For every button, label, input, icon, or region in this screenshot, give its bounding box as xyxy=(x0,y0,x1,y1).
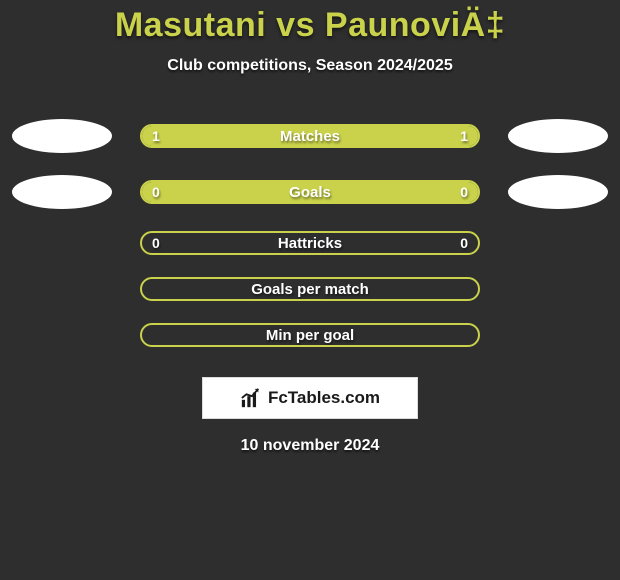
chart-icon xyxy=(240,387,262,409)
stat-row: 1 Matches 1 xyxy=(16,119,604,153)
stat-row: 0 Goals 0 xyxy=(16,175,604,209)
stat-value-left: 1 xyxy=(152,128,160,144)
player-oval-left xyxy=(12,119,112,153)
stat-label: Goals per match xyxy=(251,281,369,298)
stat-value-left: 0 xyxy=(152,235,160,251)
logo-text: FcTables.com xyxy=(268,388,380,408)
subtitle: Club competitions, Season 2024/2025 xyxy=(167,57,452,75)
stat-rows: 1 Matches 1 0 Goals 0 0 Hattricks 0 Goals per mat… xyxy=(16,119,604,369)
stat-value-right: 0 xyxy=(460,184,468,200)
stat-bar: 0 Goals 0 xyxy=(140,180,480,204)
player-oval-left xyxy=(12,175,112,209)
stat-label: Goals xyxy=(289,184,331,201)
stat-bar: Min per goal xyxy=(140,323,480,347)
stat-row: Goals per match xyxy=(16,277,604,301)
page-title: Masutani vs PaunoviÄ‡ xyxy=(115,6,505,45)
stat-label: Matches xyxy=(280,128,340,145)
stat-value-right: 1 xyxy=(460,128,468,144)
player-oval-right xyxy=(508,175,608,209)
player-oval-right xyxy=(508,119,608,153)
comparison-card: Masutani vs PaunoviÄ‡ Club competitions,… xyxy=(0,0,620,455)
logo-box[interactable]: FcTables.com xyxy=(202,377,418,419)
stat-row: Min per goal xyxy=(16,323,604,347)
stat-value-left: 0 xyxy=(152,184,160,200)
stat-row: 0 Hattricks 0 xyxy=(16,231,604,255)
stat-bar: Goals per match xyxy=(140,277,480,301)
stat-value-right: 0 xyxy=(460,235,468,251)
date-text: 10 november 2024 xyxy=(241,437,380,455)
stat-label: Min per goal xyxy=(266,327,354,344)
stat-bar: 1 Matches 1 xyxy=(140,124,480,148)
stat-label: Hattricks xyxy=(278,235,342,252)
stat-bar: 0 Hattricks 0 xyxy=(140,231,480,255)
